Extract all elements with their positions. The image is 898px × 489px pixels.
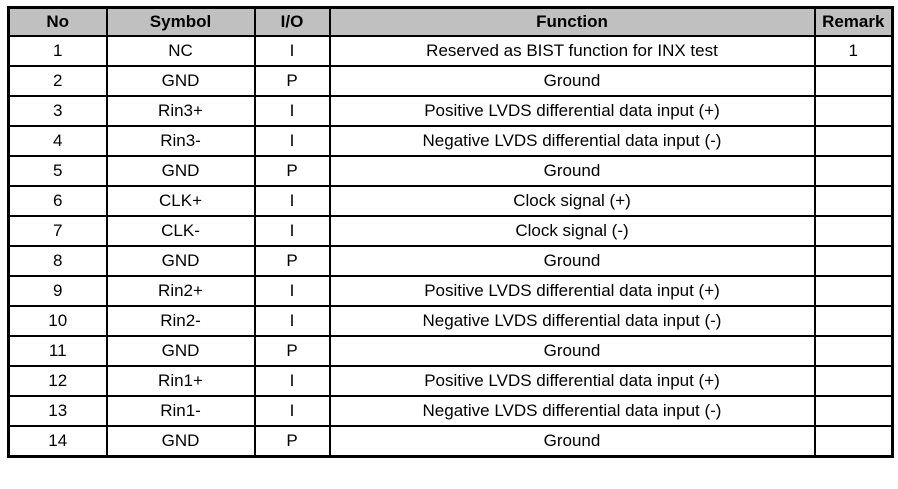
table-row: 1 NC I Reserved as BIST function for INX te… [7, 35, 894, 67]
table-row: 8 GND P Ground [7, 245, 894, 277]
cell-symbol: Rin2- [105, 305, 256, 337]
table-row: 7 CLK- I Clock signal (-) [7, 215, 894, 247]
cell-remark [813, 395, 894, 427]
cell-no: 6 [7, 185, 108, 217]
column-header-no: No [7, 6, 108, 37]
cell-function: Ground [328, 155, 816, 187]
cell-symbol: GND [105, 245, 256, 277]
column-header-remark: Remark [813, 6, 894, 37]
cell-symbol: Rin3+ [105, 95, 256, 127]
table-row: 6 CLK+ I Clock signal (+) [7, 185, 894, 217]
table-row: 4 Rin3- I Negative LVDS differential data i… [7, 125, 894, 157]
table-row: 9 Rin2+ I Positive LVDS differential data i… [7, 275, 894, 307]
table-header: No Symbol I/O Function Remark [7, 6, 894, 37]
cell-function: Ground [328, 425, 816, 458]
cell-io: P [253, 155, 331, 187]
cell-no: 13 [7, 395, 108, 427]
cell-remark [813, 65, 894, 97]
pin-description-table: No Symbol I/O Function Remark 1 NC I Reserv… [7, 6, 894, 458]
table-body: 1 NC I Reserved as BIST function for INX te… [7, 35, 894, 458]
table-row: 5 GND P Ground [7, 155, 894, 187]
cell-no: 14 [7, 425, 108, 458]
cell-no: 7 [7, 215, 108, 247]
cell-symbol: Rin2+ [105, 275, 256, 307]
cell-symbol: Rin3- [105, 125, 256, 157]
cell-symbol: CLK- [105, 215, 256, 247]
cell-io: I [253, 35, 331, 67]
cell-function: Positive LVDS differential data input (+… [328, 365, 816, 397]
cell-io: I [253, 365, 331, 397]
cell-remark [813, 215, 894, 247]
cell-symbol: Rin1+ [105, 365, 256, 397]
cell-symbol: NC [105, 35, 256, 67]
table-row: 14 GND P Ground [7, 425, 894, 458]
cell-function: Clock signal (+) [328, 185, 816, 217]
cell-remark [813, 95, 894, 127]
cell-no: 10 [7, 305, 108, 337]
cell-function: Negative LVDS differential data input (-… [328, 305, 816, 337]
header-row: No Symbol I/O Function Remark [7, 6, 894, 37]
cell-function: Ground [328, 65, 816, 97]
cell-io: P [253, 65, 331, 97]
cell-no: 3 [7, 95, 108, 127]
cell-remark [813, 155, 894, 187]
cell-symbol: GND [105, 335, 256, 367]
cell-no: 5 [7, 155, 108, 187]
cell-no: 2 [7, 65, 108, 97]
cell-symbol: CLK+ [105, 185, 256, 217]
cell-symbol: GND [105, 155, 256, 187]
table-row: 2 GND P Ground [7, 65, 894, 97]
cell-io: I [253, 305, 331, 337]
cell-function: Negative LVDS differential data input (-… [328, 395, 816, 427]
cell-remark [813, 365, 894, 397]
cell-remark [813, 275, 894, 307]
cell-remark [813, 185, 894, 217]
cell-io: I [253, 125, 331, 157]
table-row: 3 Rin3+ I Positive LVDS differential data i… [7, 95, 894, 127]
cell-io: I [253, 95, 331, 127]
cell-function: Reserved as BIST function for INX test [328, 35, 816, 67]
cell-symbol: GND [105, 65, 256, 97]
cell-remark [813, 335, 894, 367]
cell-remark [813, 425, 894, 458]
cell-function: Positive LVDS differential data input (+… [328, 95, 816, 127]
cell-io: P [253, 245, 331, 277]
cell-function: Negative LVDS differential data input (-… [328, 125, 816, 157]
cell-no: 1 [7, 35, 108, 67]
cell-io: I [253, 275, 331, 307]
column-header-function: Function [328, 6, 816, 37]
table-row: 10 Rin2- I Negative LVDS differential data … [7, 305, 894, 337]
cell-function: Clock signal (-) [328, 215, 816, 247]
cell-remark [813, 125, 894, 157]
cell-io: I [253, 395, 331, 427]
cell-function: Ground [328, 245, 816, 277]
column-header-io: I/O [253, 6, 331, 37]
column-header-symbol: Symbol [105, 6, 256, 37]
table-row: 12 Rin1+ I Positive LVDS differential data … [7, 365, 894, 397]
cell-io: I [253, 185, 331, 217]
table-row: 13 Rin1- I Negative LVDS differential data … [7, 395, 894, 427]
cell-symbol: GND [105, 425, 256, 458]
cell-symbol: Rin1- [105, 395, 256, 427]
cell-remark [813, 245, 894, 277]
cell-io: P [253, 335, 331, 367]
cell-remark: 1 [813, 35, 894, 67]
cell-no: 8 [7, 245, 108, 277]
cell-function: Ground [328, 335, 816, 367]
cell-io: I [253, 215, 331, 247]
cell-no: 12 [7, 365, 108, 397]
cell-io: P [253, 425, 331, 458]
cell-no: 4 [7, 125, 108, 157]
cell-function: Positive LVDS differential data input (+… [328, 275, 816, 307]
cell-remark [813, 305, 894, 337]
cell-no: 9 [7, 275, 108, 307]
cell-no: 11 [7, 335, 108, 367]
table-row: 11 GND P Ground [7, 335, 894, 367]
